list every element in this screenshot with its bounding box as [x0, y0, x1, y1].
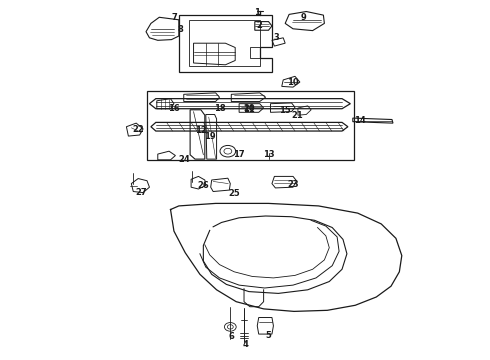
Text: 7: 7: [171, 13, 177, 22]
Text: 10: 10: [287, 78, 299, 87]
Text: 22: 22: [132, 125, 144, 134]
Text: 19: 19: [204, 132, 216, 141]
Text: 13: 13: [263, 150, 274, 158]
Text: 17: 17: [233, 150, 245, 158]
Text: 1: 1: [254, 8, 260, 17]
Text: 21: 21: [291, 111, 303, 120]
Text: 15: 15: [279, 106, 291, 115]
Text: 4: 4: [242, 341, 248, 349]
Text: 27: 27: [135, 188, 147, 197]
Text: 23: 23: [287, 180, 299, 189]
Text: 24: 24: [178, 155, 190, 164]
Text: 16: 16: [168, 104, 180, 112]
Text: 26: 26: [197, 181, 209, 190]
Text: 20: 20: [243, 104, 255, 112]
Text: 25: 25: [228, 189, 240, 198]
Text: 5: 5: [266, 331, 271, 340]
Text: 9: 9: [301, 13, 307, 22]
Bar: [147, 91, 354, 160]
Text: 18: 18: [214, 104, 225, 112]
Text: 6: 6: [228, 332, 234, 341]
Text: 2: 2: [257, 21, 263, 30]
Text: 3: 3: [274, 33, 280, 42]
Text: 14: 14: [354, 116, 366, 125]
Text: 12: 12: [195, 126, 207, 135]
Text: 8: 8: [177, 25, 183, 34]
Text: 11: 11: [243, 105, 255, 114]
